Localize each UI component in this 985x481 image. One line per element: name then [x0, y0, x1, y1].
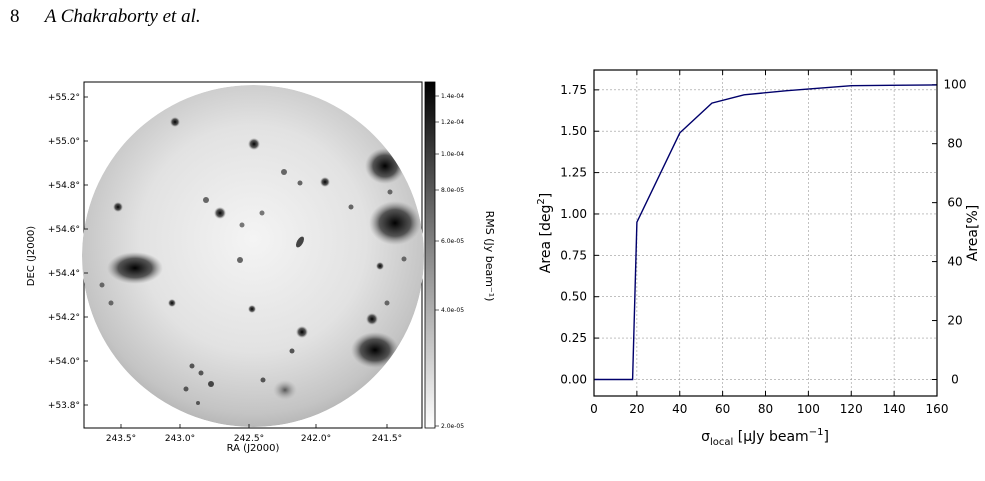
- chart-ticks: 0 20 40 60 80 100 120 140 160 0.00 0.25 0.50 0.75 1.0…: [560, 70, 966, 416]
- rms-y-tick-label: +54.4°: [48, 269, 80, 279]
- rms-x-tick-label: 242.5°: [234, 434, 264, 444]
- y-tick-label: 1.75: [560, 83, 587, 97]
- y-tick-label: 0.50: [560, 290, 587, 304]
- y-tick-label: 1.50: [560, 124, 587, 138]
- chart-grid: [593, 70, 938, 396]
- rms-y-ticks: +55.2° +55.0° +54.8° +54.6° +54.4° +54.2° +54.…: [48, 93, 88, 411]
- y-tick-label: 1.25: [560, 166, 587, 180]
- rms-x-tick-label: 243.0°: [165, 434, 195, 444]
- colorbar: [424, 81, 436, 429]
- y2-tick-label: 0: [951, 372, 959, 386]
- colorbar-tick-label: 1.0e-04: [441, 151, 464, 158]
- colorbar-tick-label: 6.0e-05: [441, 238, 464, 245]
- colorbar-tick-label: 4.0e-05: [441, 307, 464, 314]
- rms-y-axis-label: DEC (J2000): [26, 226, 37, 286]
- running-authors: A Chakraborty et al.: [44, 6, 201, 27]
- x-tick-label: 100: [797, 402, 820, 416]
- x-tick-label: 0: [590, 402, 598, 416]
- rms-x-tick-label: 243.5°: [106, 434, 136, 444]
- rms-field: [82, 85, 424, 427]
- rms-y-tick-label: +55.0°: [48, 137, 80, 147]
- y-tick-label: 0.75: [560, 248, 587, 262]
- rms-colorbar-ticks: 1.4e-04 1.2e-04 1.0e-04 8.0e-05 6.0e-05 4.0e-…: [435, 93, 464, 430]
- x-tick-label: 160: [926, 402, 949, 416]
- rms-map-figure: +55.2° +55.0° +54.8° +54.6° +54.4° +54.2° +54.…: [0, 70, 520, 465]
- rms-y-tick-label: +54.0°: [48, 357, 80, 367]
- area-chart-svg: 0 20 40 60 80 100 120 140 160 0.00 0.25 0.50 0.75 1.0…: [536, 69, 981, 448]
- rms-y-tick-label: +55.2°: [48, 93, 80, 103]
- x-tick-label: 60: [715, 402, 730, 416]
- page-number: 8: [10, 6, 20, 27]
- y-tick-label: 1.00: [560, 207, 587, 221]
- y-tick-label: 0.00: [560, 372, 587, 386]
- rms-map-svg: +55.2° +55.0° +54.8° +54.6° +54.4° +54.2° +54.…: [26, 81, 496, 454]
- chart-x-axis-label: σlocal [μJy beam−1]: [701, 427, 829, 448]
- x-tick-label: 40: [672, 402, 687, 416]
- rms-y-tick-label: +54.6°: [48, 225, 80, 235]
- y2-tick-label: 60: [947, 196, 962, 210]
- rms-y-tick-label: +54.8°: [48, 181, 80, 191]
- colorbar-tick-label: 1.4e-04: [441, 93, 464, 100]
- y-tick-label: 0.25: [560, 331, 587, 345]
- colorbar-tick-label: 1.2e-04: [441, 119, 464, 126]
- colorbar-tick-label: 2.0e-05: [441, 423, 464, 430]
- area-chart-figure: 0 20 40 60 80 100 120 140 160 0.00 0.25 0.50 0.75 1.0…: [530, 60, 985, 460]
- chart-y-axis-label: Area [deg2]: [536, 193, 554, 273]
- chart-y2-axis-label: Area[%]: [965, 205, 981, 261]
- rms-x-tick-label: 242.0°: [301, 434, 331, 444]
- x-tick-label: 80: [758, 402, 773, 416]
- chart-frame: [593, 69, 938, 397]
- rms-x-tick-label: 241.5°: [372, 434, 402, 444]
- x-tick-label: 20: [629, 402, 644, 416]
- colorbar-label: RMS (Jy beam⁻¹): [483, 211, 496, 302]
- rms-y-tick-label: +54.2°: [48, 313, 80, 323]
- rms-x-axis-label: RA (J2000): [227, 443, 280, 454]
- area-curve: [594, 84, 938, 381]
- y2-tick-label: 100: [944, 78, 967, 92]
- y2-tick-label: 20: [947, 314, 962, 328]
- rms-x-ticks: 243.5° 243.0° 242.5° 242.0° 241.5°: [106, 424, 402, 444]
- chart-plot-area: [594, 70, 937, 396]
- x-tick-label: 120: [840, 402, 863, 416]
- y2-tick-label: 80: [947, 137, 962, 151]
- colorbar-tick-label: 8.0e-05: [441, 187, 464, 194]
- rms-y-tick-label: +53.8°: [48, 401, 80, 411]
- x-tick-label: 140: [883, 402, 906, 416]
- y2-tick-label: 40: [947, 255, 962, 269]
- page-header: 8 A Chakraborty et al.: [10, 6, 201, 42]
